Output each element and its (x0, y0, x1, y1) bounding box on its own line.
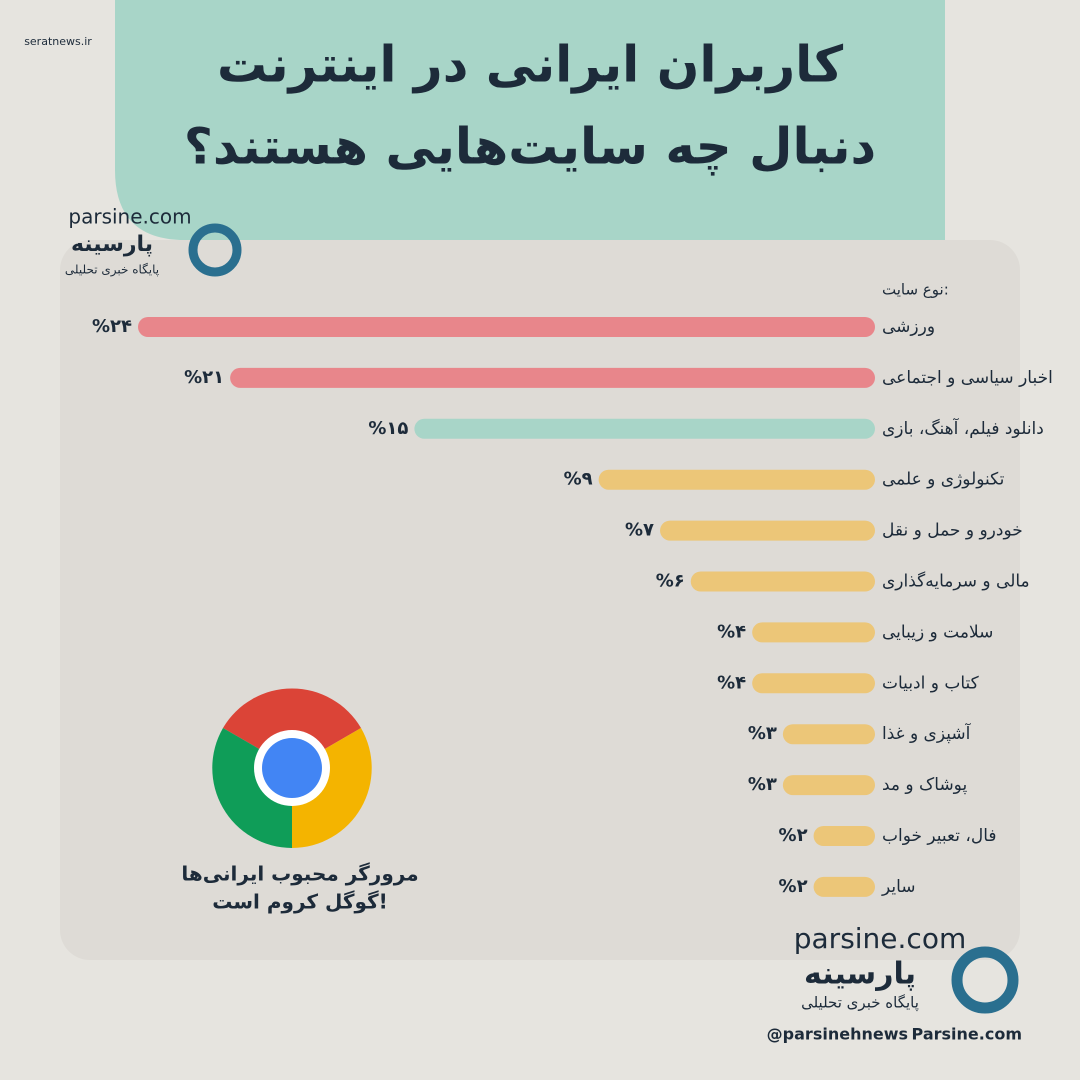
value-label: %۴ (717, 672, 746, 693)
value-label: %۲ (779, 825, 808, 846)
footer-site: parsine.com (794, 922, 966, 955)
title-line: دنبال چه سایت‌هایی هستند؟ (184, 118, 876, 176)
bar (813, 876, 875, 897)
category-label: اخبار سیاسی و اجتماعی (882, 368, 1053, 388)
footer-logo-icon (951, 946, 1019, 1014)
bar (690, 571, 875, 592)
logo-icon (188, 223, 242, 277)
bar (752, 622, 875, 643)
value-label: %۲ (779, 876, 808, 897)
laptop-backdrop (60, 240, 1020, 960)
value-label: %۹ (564, 469, 593, 490)
logo-tagline: پایگاه خبری تحلیلی (65, 263, 159, 278)
logo-name: پارسینه (71, 232, 153, 257)
logo-site: parsine.com (68, 205, 191, 229)
value-label: %۳ (748, 774, 777, 795)
bar (782, 775, 875, 796)
footer-tagline: پایگاه خبری تحلیلی (801, 994, 919, 1013)
chrome-red (223, 688, 361, 768)
bar (230, 367, 875, 388)
value-label: %۷ (625, 520, 654, 541)
bar (782, 724, 875, 745)
title-line: کاربران ایرانی در اینترنت (217, 36, 844, 95)
category-label: پوشاک و مد (882, 775, 967, 795)
category-label: تکنولوژی و علمی (882, 470, 1005, 490)
category-header: نوع سایت: (882, 281, 949, 299)
bar (598, 469, 875, 490)
chrome-center (262, 738, 322, 798)
bar (660, 520, 875, 541)
bar (813, 826, 875, 846)
watermark: seratnews.ir (24, 35, 92, 48)
value-label: %۶ (656, 571, 685, 592)
footer-domain: Parsine.com (912, 1025, 1022, 1044)
bar (414, 418, 875, 439)
bar (138, 317, 875, 337)
category-label: آشپزی و غذا (882, 722, 972, 744)
category-label: دانلود فیلم، آهنگ، بازی (882, 417, 1044, 439)
category-label: خودرو و حمل و نقل (882, 521, 1023, 541)
footer-name: پارسینه (804, 957, 916, 992)
chrome-logo (212, 688, 372, 848)
category-label: کتاب و ادبیات (882, 673, 980, 693)
footer-handle: @parsinehnews (767, 1025, 908, 1044)
category-label: ورزشی (882, 317, 935, 337)
note-line: مرورگر محبوب ایرانی‌ها (181, 862, 418, 886)
note-line: گوگل کروم است! (212, 890, 388, 914)
category-label: سلامت و زیبایی (882, 622, 993, 642)
category-label: مالی و سرمایه‌گذاری (882, 571, 1030, 592)
value-label: %۳ (748, 723, 777, 744)
value-label: %۱۵ (368, 418, 408, 439)
bar (752, 673, 875, 694)
value-label: %۴ (717, 621, 746, 642)
category-label: سایر (881, 877, 916, 897)
title-box (115, 0, 945, 240)
value-label: %۲۴ (92, 316, 132, 337)
category-label: فال، تعبیر خواب (882, 826, 997, 846)
value-label: %۲۱ (184, 367, 224, 388)
